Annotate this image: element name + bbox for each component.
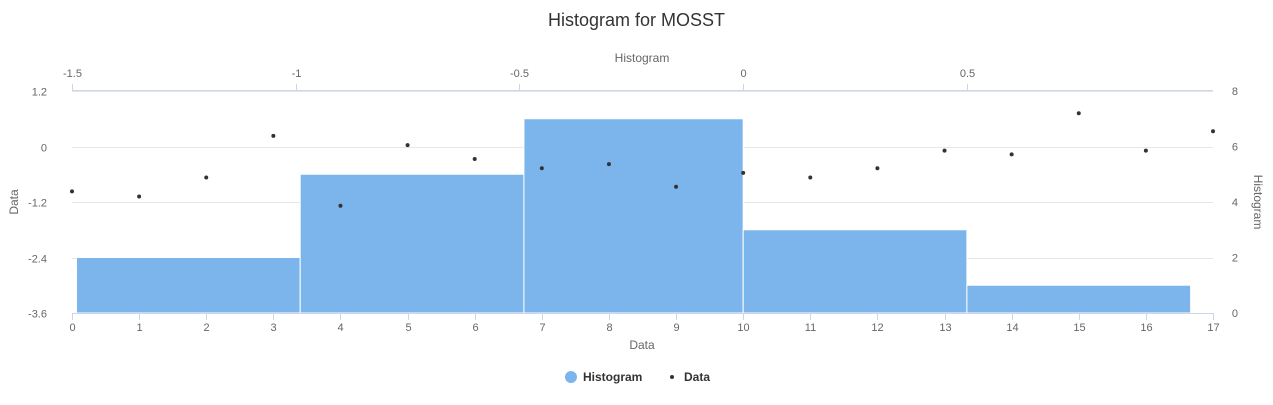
y-left-tick-label: 1.2	[32, 87, 47, 99]
x-bottom-tick-label: 15	[1073, 322, 1085, 334]
y-right-tick-label: 6	[1232, 142, 1238, 154]
histogram-bar	[75, 257, 301, 314]
data-point	[539, 166, 544, 171]
y-left-tick-label: -2.4	[28, 254, 47, 266]
x-bottom-tick-label: 16	[1140, 322, 1152, 334]
data-point	[1211, 129, 1215, 134]
x-bottom-tick-label: 9	[673, 322, 679, 334]
y-right-tick-label: 2	[1232, 253, 1238, 265]
x-bottom-tick-label: 4	[337, 322, 343, 334]
y-right-tick-label: 0	[1232, 308, 1238, 320]
histogram-bar	[299, 173, 525, 314]
y-right-tick-label: 8	[1232, 86, 1238, 98]
data-point	[606, 162, 611, 167]
x-bottom-tick-label: 6	[472, 322, 478, 334]
x-top-tick-label: 0.5	[960, 68, 975, 80]
legend-data-symbol	[670, 375, 674, 379]
data-point	[674, 184, 679, 189]
chart-title: Histogram for MOSST	[548, 10, 725, 30]
data-point	[204, 175, 209, 180]
x-bottom-tick-label: 5	[405, 322, 411, 334]
data-point	[70, 189, 74, 194]
y-axis-left-title: Data	[7, 189, 21, 215]
data-point	[875, 166, 880, 171]
x-bottom-tick-label: 7	[539, 322, 545, 334]
y-axis-right-title: Histogram	[1251, 175, 1265, 230]
data-points	[70, 111, 1215, 208]
x-bottom-tick-label: 12	[871, 322, 883, 334]
y-left-tick-label: 0	[41, 143, 47, 155]
data-point	[405, 143, 410, 148]
data-point	[1076, 111, 1081, 116]
data-point	[1009, 152, 1014, 157]
data-point	[271, 133, 276, 138]
data-point	[942, 148, 947, 153]
data-point	[808, 175, 813, 180]
legend-histogram-label: Histogram	[583, 370, 642, 384]
histogram-bar	[523, 118, 744, 314]
histogram-bar	[966, 284, 1192, 314]
x-bottom-tick-label: 10	[737, 322, 749, 334]
x-bottom-tick-label: 1	[136, 322, 142, 334]
data-point	[338, 203, 343, 208]
x-axis-bottom-title: Data	[629, 338, 655, 352]
x-bottom-tick-label: 3	[270, 322, 276, 334]
x-bottom-tick-label: 8	[606, 322, 612, 334]
x-top-tick-label: -1	[292, 68, 302, 80]
x-top-tick-label: 0	[740, 68, 746, 80]
y-left-tick-label: -3.6	[28, 309, 47, 321]
data-point	[472, 156, 477, 161]
y-left-tick-label: -1.2	[28, 198, 47, 210]
legend-histogram-symbol	[565, 371, 577, 383]
x-top-tick-label: -1.5	[63, 68, 82, 80]
legend: Histogram Data	[565, 370, 710, 384]
histogram-bar	[742, 229, 968, 314]
x-bottom-tick-label: 14	[1006, 322, 1018, 334]
data-point	[741, 170, 746, 175]
x-bottom-tick-label: 17	[1207, 322, 1219, 334]
histogram-bars	[75, 118, 1192, 314]
x-bottom-tick-label: 0	[69, 322, 75, 334]
legend-data-label: Data	[684, 370, 710, 384]
x-bottom-tick-label: 13	[939, 322, 951, 334]
data-point	[137, 194, 142, 199]
y-right-tick-label: 4	[1232, 197, 1238, 209]
x-bottom-tick-label: 11	[805, 322, 816, 334]
x-axis-top-title: Histogram	[615, 51, 670, 65]
x-top-tick-label: -0.5	[510, 68, 529, 80]
data-point	[1143, 148, 1148, 153]
x-bottom-tick-label: 2	[203, 322, 209, 334]
